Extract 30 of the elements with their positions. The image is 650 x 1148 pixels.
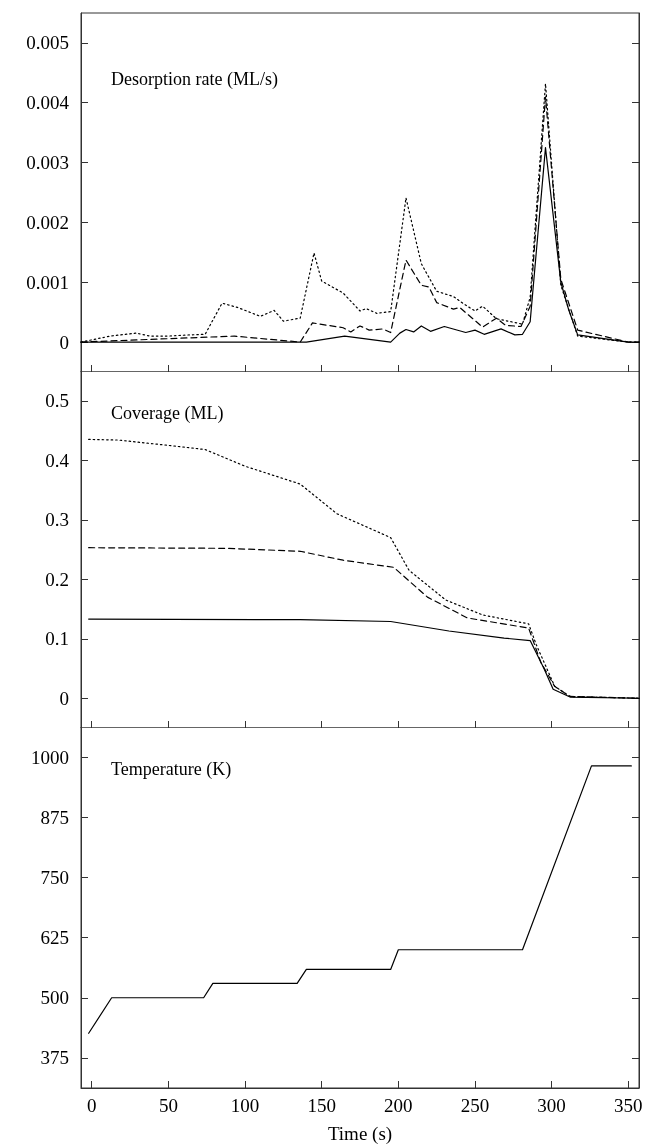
x-axis-title: Time (s) bbox=[327, 1123, 393, 1145]
y-tick-label: 0 bbox=[59, 687, 69, 709]
text: Coverage (ML) bbox=[111, 403, 224, 424]
y-tick-label: 0.1 bbox=[45, 628, 69, 650]
text: Temperature (K) bbox=[111, 759, 232, 780]
y-tick-label: 0.005 bbox=[26, 32, 69, 54]
y-tick-label: 375 bbox=[40, 1047, 69, 1069]
y-tick-label: 0.002 bbox=[26, 211, 69, 233]
y-tick-label: 0.5 bbox=[45, 390, 69, 412]
y-tick-label: 625 bbox=[40, 927, 69, 949]
y-tick-label: 0.4 bbox=[45, 449, 70, 471]
y-tick-label: 0.2 bbox=[45, 568, 69, 590]
x-tick-label: 0 bbox=[86, 1095, 97, 1116]
x-tick-label: 300 bbox=[537, 1095, 566, 1116]
x-tick-label: 50 bbox=[158, 1095, 178, 1116]
y-tick-label: 750 bbox=[40, 867, 69, 889]
x-tick-label: 200 bbox=[384, 1095, 413, 1116]
x-tick-label: 100 bbox=[230, 1095, 260, 1116]
x-tick-label: 250 bbox=[460, 1095, 490, 1116]
y-tick-label: 0.003 bbox=[26, 152, 69, 174]
y-tick-label: 875 bbox=[40, 807, 69, 829]
x-tick-label: 350 bbox=[614, 1095, 643, 1116]
x-tick-label: 150 bbox=[307, 1095, 336, 1116]
y-tick-label: 0 bbox=[59, 331, 69, 353]
y-tick-label: 0.004 bbox=[26, 92, 70, 114]
y-tick-label: 0.3 bbox=[45, 509, 69, 531]
y-tick-label: 0.001 bbox=[26, 271, 69, 293]
text: Desorption rate (ML/s) bbox=[111, 69, 278, 90]
y-tick-label: 1000 bbox=[31, 747, 69, 769]
y-tick-label: 500 bbox=[40, 987, 69, 1009]
